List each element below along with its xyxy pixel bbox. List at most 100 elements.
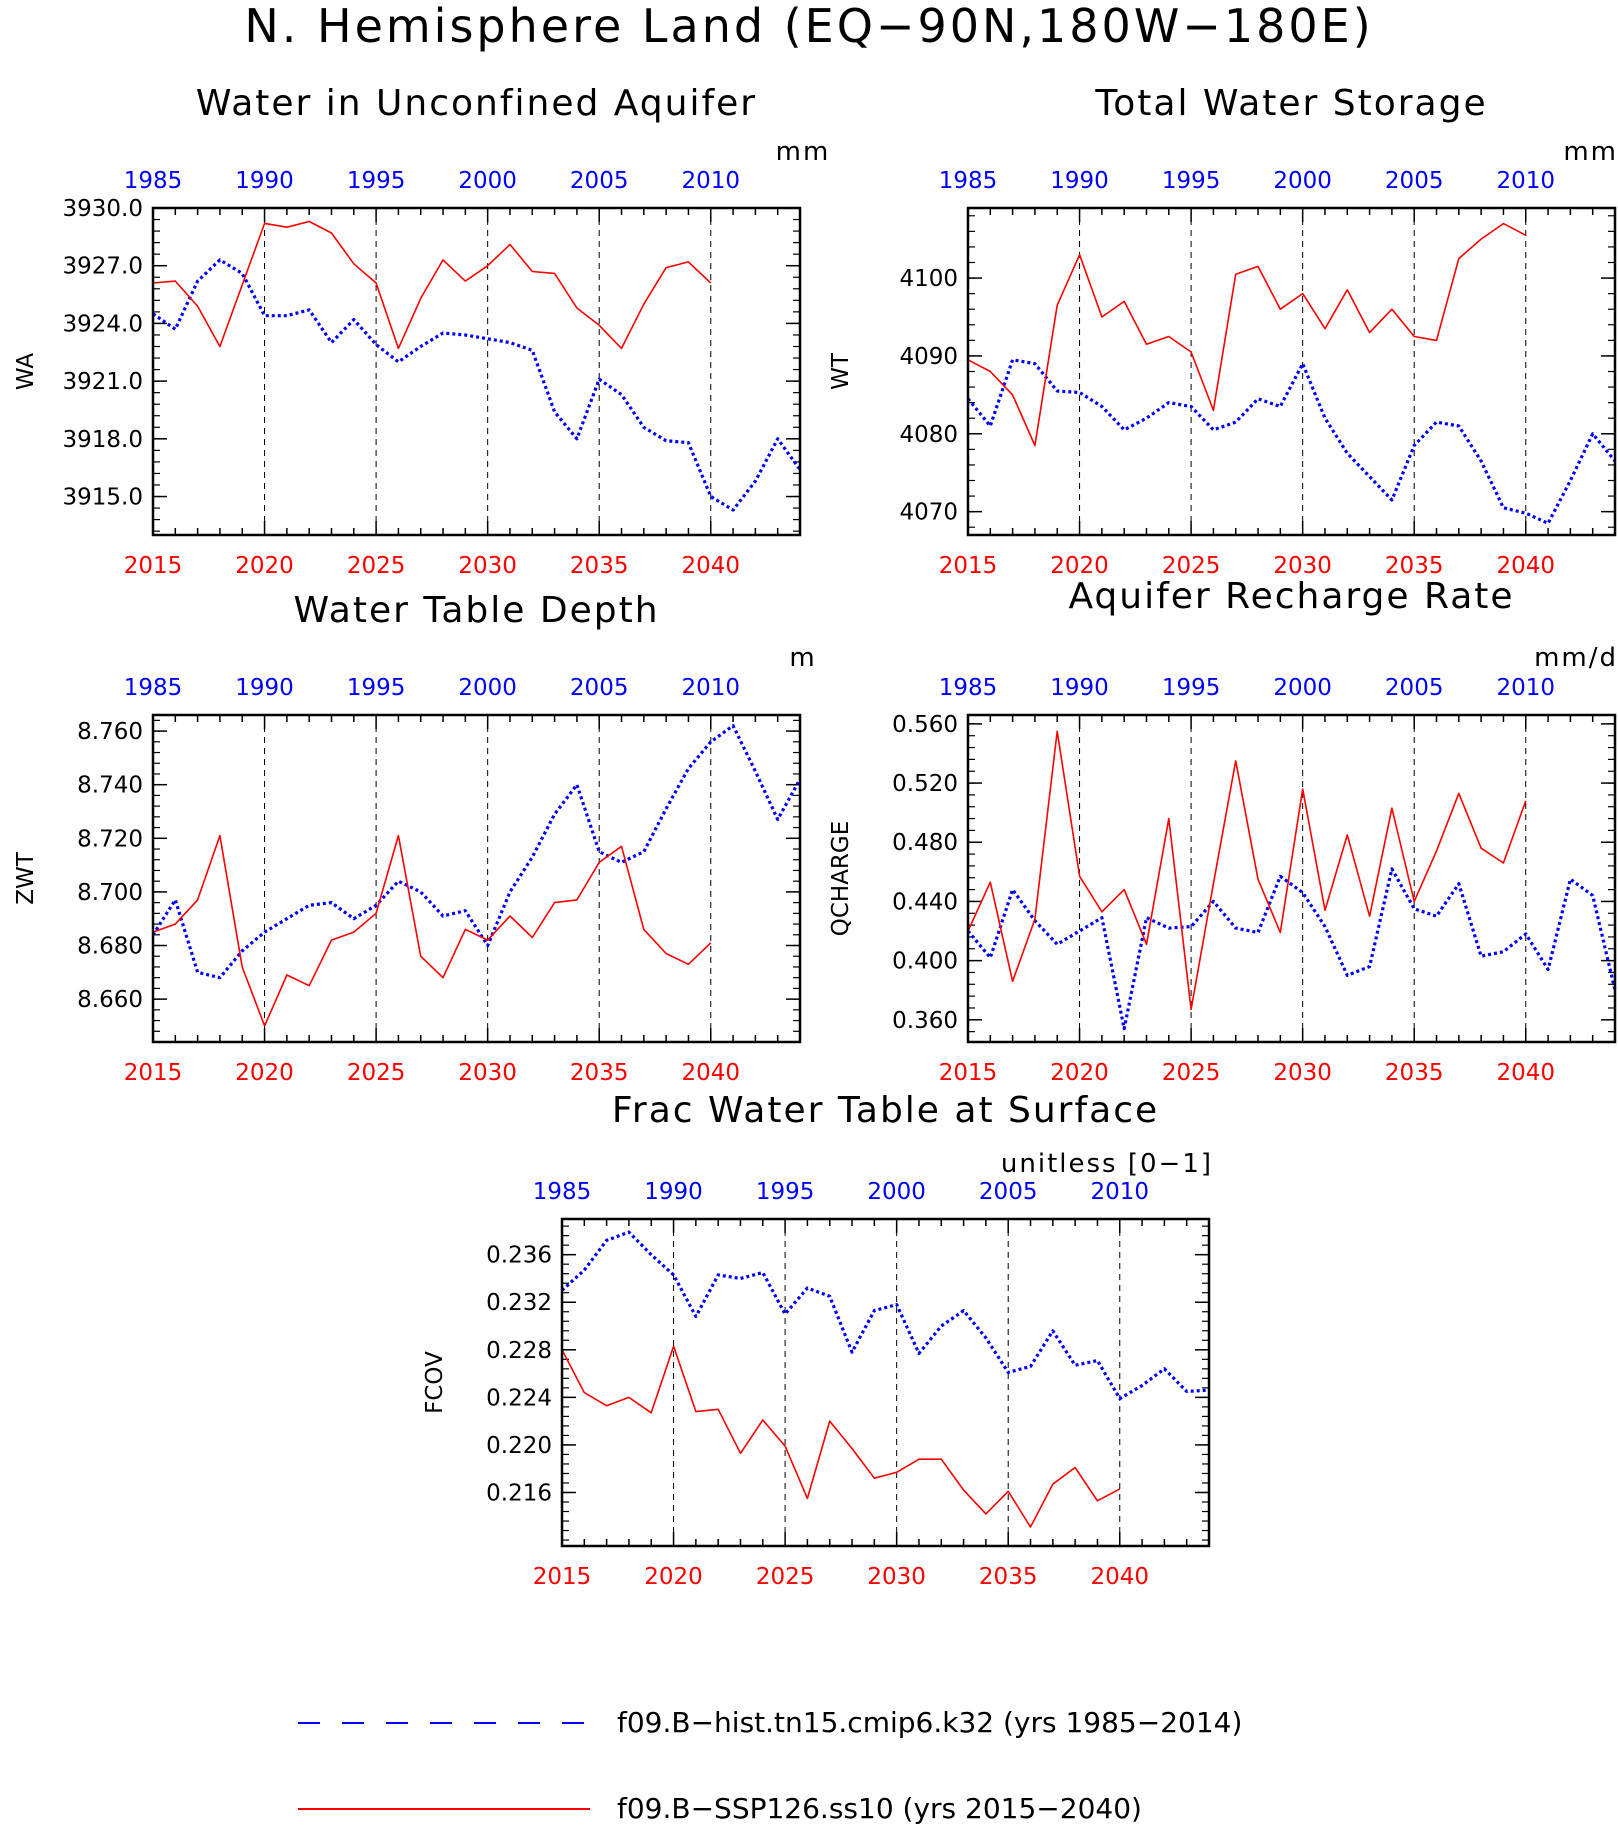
- series-ssp-line: [152, 220, 712, 350]
- x-tick-label-top: 1995: [1162, 168, 1221, 194]
- series-hist-line: [560, 1230, 1210, 1401]
- plot-frame: [966, 206, 1617, 537]
- x-tick-label-bottom: 2030: [458, 1060, 517, 1086]
- y-tick-label: 0.440: [892, 889, 958, 915]
- series-ssp-line: [967, 222, 1527, 447]
- y-tick-label: 0.224: [486, 1385, 552, 1411]
- chart-units: mm/d: [1534, 643, 1618, 673]
- x-tick-label-top: 1985: [124, 675, 183, 701]
- x-tick-label-top: 2005: [570, 675, 629, 701]
- y-tick-label: 3930.0: [63, 196, 143, 222]
- series-hist-line: [966, 867, 1617, 1031]
- x-tick-label-bottom: 2040: [1090, 1564, 1149, 1590]
- x-tick-label-top: 1985: [939, 675, 998, 701]
- x-tick-label-bottom: 2015: [124, 1060, 183, 1086]
- x-tick-label-bottom: 2015: [124, 553, 183, 579]
- page-title: N. Hemisphere Land (EQ−90N,180W−180E): [244, 0, 1373, 53]
- y-tick-label: 0.228: [486, 1338, 552, 1364]
- x-tick-label-top: 1985: [939, 168, 998, 194]
- x-tick-label-bottom: 2025: [347, 1060, 406, 1086]
- x-tick-label-bottom: 2025: [347, 553, 406, 579]
- x-tick-label-top: 1985: [124, 168, 183, 194]
- series-ssp-line: [152, 834, 712, 1027]
- x-tick-label-bottom: 2020: [235, 553, 294, 579]
- chart-units: unitless [0−1]: [1001, 1149, 1213, 1179]
- x-tick-label-bottom: 2015: [939, 553, 998, 579]
- x-tick-label-bottom: 2040: [681, 1060, 740, 1086]
- plot-frame: [151, 713, 802, 1044]
- y-tick-label: 0.220: [486, 1433, 552, 1459]
- y-tick-label: 8.720: [77, 826, 143, 852]
- y-tick-label: 4100: [899, 266, 958, 292]
- legend-hist-label: f09.B−hist.tn15.cmip6.k32 (yrs 1985−2014…: [617, 1706, 1242, 1739]
- y-tick-label: 8.660: [77, 987, 143, 1013]
- plot-frame: [966, 713, 1617, 1044]
- y-axis-label: FCOV: [422, 1351, 448, 1414]
- x-tick-label-bottom: 2035: [570, 1060, 629, 1086]
- chart-title: Water in Unconfined Aquifer: [196, 83, 757, 124]
- series-hist-line: [966, 358, 1617, 525]
- x-tick-label-bottom: 2025: [756, 1564, 815, 1590]
- y-tick-label: 0.520: [892, 771, 958, 797]
- x-tick-label-bottom: 2015: [939, 1060, 998, 1086]
- x-tick-label-top: 2000: [1273, 168, 1332, 194]
- chart-title: Water Table Depth: [293, 590, 659, 631]
- x-tick-label-top: 2000: [867, 1179, 926, 1205]
- x-tick-label-top: 1995: [1162, 675, 1221, 701]
- y-tick-label: 3927.0: [63, 254, 143, 280]
- y-tick-label: 8.740: [77, 773, 143, 799]
- x-tick-label-bottom: 2040: [1496, 1060, 1555, 1086]
- x-tick-label-top: 1995: [347, 168, 406, 194]
- x-tick-label-bottom: 2035: [570, 553, 629, 579]
- x-tick-label-bottom: 2030: [867, 1564, 926, 1590]
- x-tick-label-top: 1990: [644, 1179, 703, 1205]
- x-tick-label-top: 2000: [458, 168, 517, 194]
- x-tick-label-bottom: 2030: [458, 553, 517, 579]
- x-tick-label-bottom: 2020: [1050, 553, 1109, 579]
- x-tick-label-bottom: 2040: [681, 553, 740, 579]
- y-tick-label: 0.216: [486, 1480, 552, 1506]
- x-tick-label-bottom: 2035: [979, 1564, 1038, 1590]
- x-tick-label-top: 2010: [1090, 1179, 1149, 1205]
- plot-frame: [151, 206, 802, 537]
- chart-panel-3: Water Table Depth m ZWT 2015 2020 2025 2030 203…: [13, 590, 815, 1086]
- y-tick-label: 3918.0: [63, 427, 143, 453]
- y-tick-label: 0.560: [892, 712, 958, 738]
- x-tick-label-top: 2000: [458, 675, 517, 701]
- x-tick-label-bottom: 2020: [235, 1060, 294, 1086]
- plot-frame: [560, 1217, 1211, 1548]
- y-tick-label: 8.760: [77, 719, 143, 745]
- chart-units: mm: [776, 137, 831, 167]
- y-tick-label: 0.236: [486, 1243, 552, 1269]
- chart-title: Frac Water Table at Surface: [612, 1090, 1159, 1131]
- y-tick-label: 0.400: [892, 949, 958, 975]
- x-tick-label-bottom: 2025: [1162, 553, 1221, 579]
- y-axis-label: WT: [828, 352, 854, 390]
- x-tick-label-top: 1990: [235, 675, 294, 701]
- series-ssp-line: [967, 730, 1527, 1011]
- x-tick-label-top: 2010: [1496, 675, 1555, 701]
- series-hist-line: [152, 258, 802, 512]
- y-tick-label: 8.700: [77, 880, 143, 906]
- x-tick-label-top: 2010: [681, 675, 740, 701]
- legend-ssp-label: f09.B−SSP126.ss10 (yrs 2015−2040): [617, 1792, 1142, 1825]
- series-ssp-line: [561, 1345, 1121, 1528]
- chart-title: Aquifer Recharge Rate: [1068, 576, 1514, 617]
- x-tick-label-bottom: 2020: [1050, 1060, 1109, 1086]
- chart-panel-5: Frac Water Table at Surface unitless [0−1…: [422, 1090, 1213, 1590]
- x-tick-label-bottom: 2035: [1385, 1060, 1444, 1086]
- y-tick-label: 4090: [899, 344, 958, 370]
- chart-panel-1: Water in Unconfined Aquifer mm WA 2015 2020 2…: [13, 83, 831, 579]
- x-tick-label-top: 1990: [1050, 168, 1109, 194]
- x-tick-label-bottom: 2025: [1162, 1060, 1221, 1086]
- y-axis-label: WA: [13, 353, 39, 390]
- y-tick-label: 3915.0: [63, 485, 143, 511]
- x-tick-label-bottom: 2035: [1385, 553, 1444, 579]
- y-tick-label: 4080: [899, 422, 958, 448]
- x-tick-label-top: 1985: [533, 1179, 592, 1205]
- x-tick-label-top: 1995: [347, 675, 406, 701]
- x-tick-label-top: 2005: [979, 1179, 1038, 1205]
- y-tick-label: 3921.0: [63, 369, 143, 395]
- chart-title: Total Water Storage: [1094, 83, 1487, 124]
